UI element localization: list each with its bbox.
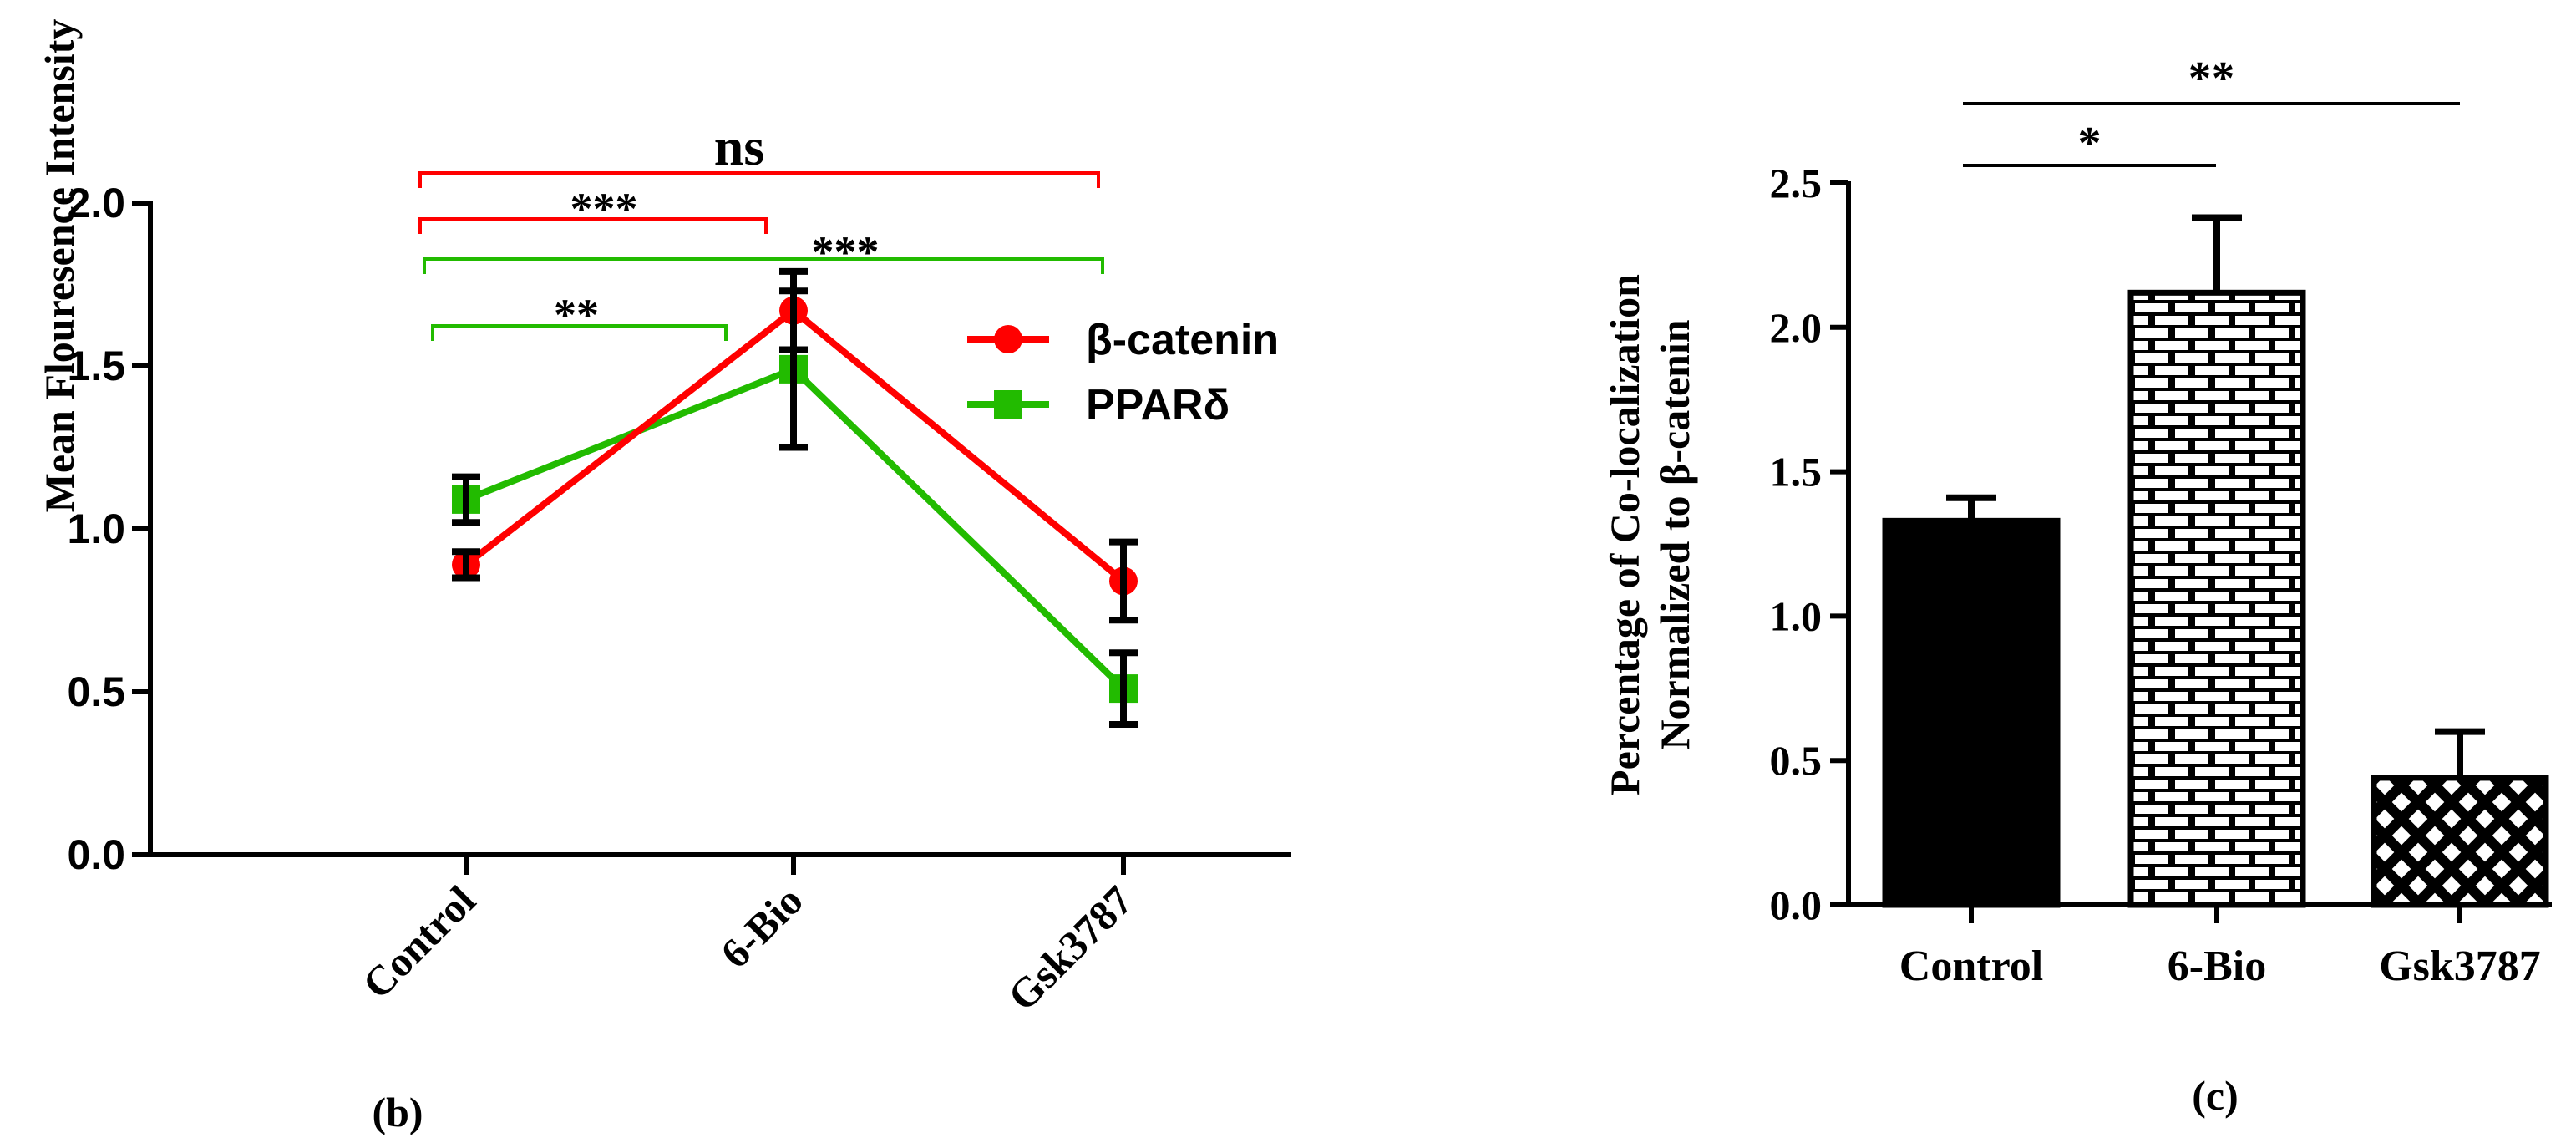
y-axis-label-line1: Percentage of Co-localization: [1601, 274, 1648, 795]
legend-marker: [994, 390, 1022, 419]
y-tick-label: 2.0: [67, 180, 125, 226]
bar-chart-panel: 0.0 0.5 1.0 1.5 2.0 2.5 Control 6-Bio Gsk3787 *…: [1601, 53, 2552, 1119]
y-tick-label: 0.5: [67, 668, 125, 715]
x-axis-ticks: Control 6-Bio Gsk3787: [1899, 905, 2541, 990]
bar-gsk3787: [2371, 775, 2549, 908]
line-chart-panel: 0.0 0.5 1.0 1.5 2.0 Control 6-Bio Gsk3787 ns **…: [36, 19, 1291, 1135]
significance-bracket: [431, 324, 728, 341]
x-tick-label: 6-Bio: [2168, 942, 2266, 990]
x-tick-label: Control: [353, 876, 484, 1008]
x-tick-label: 6-Bio: [712, 876, 812, 977]
legend-marker: [994, 325, 1022, 353]
series-lines: [452, 267, 1138, 728]
significance-label: **: [2188, 53, 2235, 104]
y-axis-label-line2: Normalized to β-catenin: [1651, 319, 1698, 749]
y-tick-label: 1.0: [67, 505, 125, 552]
significance-brackets: ***: [1963, 53, 2460, 170]
x-tick-label: Control: [1899, 942, 2043, 990]
significance-bracket: [418, 217, 768, 234]
x-axis-ticks: Control 6-Bio Gsk3787: [353, 855, 1142, 1019]
significance-label: ***: [812, 227, 880, 277]
bar-control: [1882, 517, 2061, 908]
y-axis-label: Mean Flouresence Intensity: [36, 19, 83, 513]
y-tick-label: 0.0: [67, 831, 125, 878]
y-tick-label: 2.5: [1770, 160, 1823, 206]
x-tick-label: Gsk3787: [2379, 942, 2541, 990]
bar-6-bio: [2127, 289, 2306, 908]
significance-label: ns: [714, 117, 765, 176]
axes: [148, 201, 1291, 857]
panel-label: (c): [2192, 1072, 2239, 1119]
panel-label: (b): [372, 1089, 423, 1135]
y-tick-label: 0.0: [1770, 881, 1823, 928]
x-tick-label: Gsk3787: [999, 876, 1142, 1019]
significance-label: **: [554, 290, 599, 340]
y-axis-ticks: 0.0 0.5 1.0 1.5 2.0: [67, 180, 150, 878]
y-tick-label: 1.5: [1770, 449, 1823, 495]
significance-label: *: [2078, 118, 2102, 170]
bars: [1882, 214, 2549, 908]
y-axis-ticks: 0.0 0.5 1.0 1.5 2.0 2.5: [1770, 160, 1848, 928]
legend-label: PPARδ: [1086, 381, 1230, 429]
y-tick-label: 2.0: [1770, 304, 1823, 351]
significance-brackets: ns********: [418, 117, 1104, 341]
significance-bracket: [418, 171, 1100, 188]
y-tick-label: 1.5: [67, 343, 125, 389]
y-tick-label: 1.0: [1770, 592, 1823, 639]
legend: β-catenin PPARδ: [967, 316, 1279, 429]
significance-bracket: [423, 257, 1104, 274]
legend-label: β-catenin: [1086, 316, 1279, 364]
significance-label: ***: [570, 184, 638, 234]
y-tick-label: 0.5: [1770, 737, 1823, 784]
